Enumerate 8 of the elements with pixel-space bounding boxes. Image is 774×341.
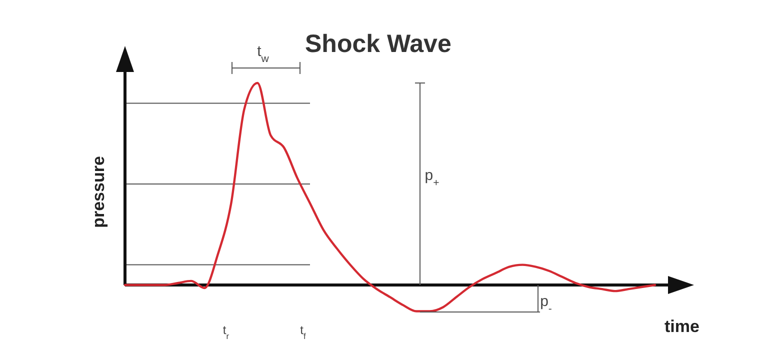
text: t$_{f}$ xyxy=(300,323,307,341)
text: t$_{r}$ xyxy=(222,323,230,341)
annotation: p$_{-}$ xyxy=(540,293,552,315)
text: t$_{w}$ xyxy=(257,43,270,65)
chart-title: Shock Wave xyxy=(305,30,452,58)
y-axis-title: pressure xyxy=(89,156,108,228)
x-axis-title: time xyxy=(664,317,700,336)
annotation: p$_{+}$ xyxy=(424,167,440,189)
